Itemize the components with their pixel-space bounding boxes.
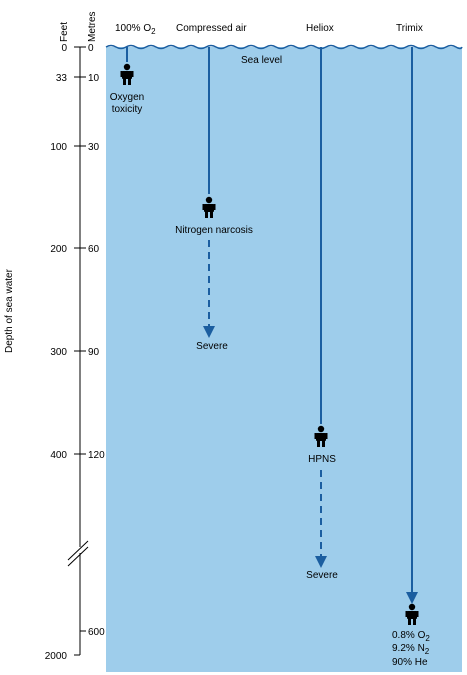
column-header-trimix: Trimix (396, 23, 423, 34)
sea-water (106, 47, 462, 672)
axis-break-mark (67, 540, 89, 561)
diver-icon (120, 63, 134, 85)
trimix-arrowhead (406, 592, 418, 604)
feet-tick-label: 0 (61, 43, 67, 54)
oxygen-toxicity-label: toxicity (112, 104, 143, 115)
heliox-severe-arrowhead (315, 556, 327, 568)
axis-title: Depth of sea water (4, 268, 15, 353)
feet-tick-label: 33 (56, 73, 68, 84)
feet-tick-label: 2000 (45, 651, 68, 662)
metre-tick-label: 10 (88, 73, 100, 84)
metres-header: Metres (87, 11, 98, 42)
column-header-oxygen: 100% O2 (115, 23, 156, 36)
metre-tick-label: 60 (88, 244, 100, 255)
feet-tick-label: 400 (50, 450, 67, 461)
nitrogen-narcosis-label: Nitrogen narcosis (175, 225, 253, 236)
trimix-o2-label: 0.8% O2 (392, 630, 430, 643)
metre-tick-label: 0 (88, 43, 94, 54)
diver-icon (405, 603, 419, 625)
trimix-n2-label: 9.2% N2 (392, 643, 430, 656)
feet-tick-label: 200 (50, 244, 67, 255)
axis-ticks (74, 46, 86, 656)
metre-tick-label: 30 (88, 142, 100, 153)
column-header-heliox: Heliox (306, 23, 334, 34)
feet-tick-label: 300 (50, 347, 67, 358)
metre-tick-label: 120 (88, 450, 105, 461)
air-severe-label: Severe (196, 341, 228, 352)
heliox-severe-label: Severe (306, 570, 338, 581)
air-severe-arrowhead (203, 326, 215, 338)
diver-icon (202, 196, 216, 218)
column-header-compressed-air: Compressed air (176, 23, 247, 34)
feet-tick-label: 100 (50, 142, 67, 153)
metre-tick-label: 600 (88, 627, 105, 638)
axis-break-mark (67, 546, 89, 567)
metre-tick-label: 90 (88, 347, 100, 358)
sea-surface-wave (105, 44, 463, 50)
diver-icon (314, 425, 328, 447)
trimix-he-label: 90% He (392, 657, 428, 668)
oxygen-toxicity-label: Oxygen (110, 92, 144, 103)
feet-header: Feet (59, 22, 70, 42)
hpns-label: HPNS (308, 454, 336, 465)
sea-level-label: Sea level (241, 55, 282, 66)
